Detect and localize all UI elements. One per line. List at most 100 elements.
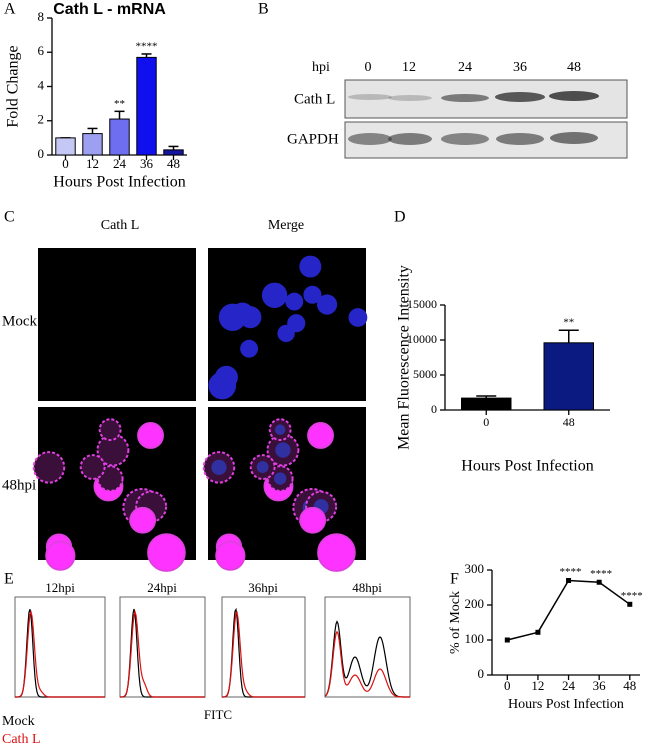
y-tick-label: 5000 — [413, 367, 437, 381]
significance: **** — [590, 568, 612, 580]
cell — [215, 540, 246, 571]
y-axis-label: % of Mock — [448, 591, 463, 654]
flow-title: 12hpi — [45, 580, 75, 595]
panel-label: F — [450, 571, 459, 588]
panel-label: E — [4, 571, 14, 588]
point — [596, 579, 602, 585]
nucleus — [211, 459, 227, 476]
bar — [55, 137, 76, 156]
x-tick-label: 24 — [113, 156, 127, 171]
nucleus — [240, 339, 259, 358]
image-row-label: 48hpi — [2, 477, 36, 493]
x-axis-label: Hours Post Infection — [508, 697, 624, 712]
nucleus — [303, 285, 322, 304]
lane-label: 48 — [567, 60, 581, 75]
flow-curve — [120, 609, 205, 698]
panel-label: B — [258, 1, 269, 18]
flow-curve — [324, 630, 410, 698]
y-tick-label: 6 — [38, 43, 45, 58]
image-column-label: Merge — [268, 218, 304, 233]
y-axis-label: Fold Change — [5, 45, 22, 127]
nucleus — [256, 461, 269, 474]
nucleus — [275, 442, 291, 458]
bar — [543, 342, 594, 411]
lane-label: 24 — [458, 60, 472, 75]
significance: ** — [114, 98, 125, 110]
legend-entry: Mock — [2, 714, 35, 729]
flow-histograms — [14, 596, 411, 698]
cell — [307, 422, 334, 449]
point — [566, 578, 572, 583]
image-row-label: Mock — [2, 313, 37, 329]
cell — [299, 506, 327, 534]
bar — [461, 397, 512, 411]
y-tick-label: 10000 — [407, 332, 437, 346]
blot-bands — [348, 91, 599, 145]
nucleus — [285, 292, 304, 311]
nucleus — [287, 314, 306, 333]
x-tick-label: 0 — [504, 678, 511, 693]
point — [627, 601, 633, 607]
x-tick-label: 0 — [483, 415, 489, 429]
bar — [163, 149, 184, 156]
lane-label: 12 — [402, 60, 416, 75]
x-tick-label: 12 — [531, 678, 544, 693]
y-axis-label: Mean Fluorescence Intensity — [396, 265, 413, 450]
micrograph — [38, 248, 196, 401]
blot-row-label: Cath L — [294, 91, 335, 107]
blot-hpi: hpi — [312, 60, 330, 75]
significance: **** — [621, 590, 643, 602]
chart-title: Cath L - mRNA — [53, 1, 166, 18]
significance: **** — [560, 566, 582, 578]
cell — [45, 540, 76, 571]
flow-title: 24hpi — [147, 580, 177, 595]
cell — [98, 418, 122, 442]
panel-label: C — [4, 209, 15, 226]
lane-label: 36 — [513, 60, 527, 75]
image-column-label: Cath L — [101, 218, 140, 233]
x-tick-label: 0 — [62, 156, 69, 171]
legend-entry: Cath L — [2, 732, 41, 746]
flow-curve — [15, 609, 105, 698]
flow-frame — [324, 596, 411, 698]
significance: ** — [563, 317, 574, 329]
y-tick-label: 200 — [465, 596, 485, 611]
y-tick-label: 0 — [478, 666, 485, 681]
point — [535, 629, 541, 635]
x-tick-label: 48 — [167, 156, 180, 171]
nucleus — [231, 302, 254, 326]
nucleus — [208, 371, 237, 400]
cell — [137, 422, 164, 449]
nucleus — [299, 255, 322, 278]
y-tick-label: 100 — [465, 631, 485, 646]
flow-title: 36hpi — [248, 580, 278, 595]
bar — [136, 56, 157, 156]
cell — [79, 454, 106, 480]
flow-frame — [119, 596, 206, 698]
nucleus — [274, 424, 286, 435]
x-tick-label: 48 — [623, 678, 636, 693]
y-tick-label: 2 — [38, 112, 45, 127]
panel-label: D — [394, 209, 406, 226]
x-tick-label: 36 — [140, 156, 154, 171]
blot-row-label: GAPDH — [287, 131, 339, 147]
bar — [82, 133, 103, 156]
nucleus — [348, 308, 368, 327]
x-tick-label: 12 — [86, 156, 99, 171]
significance: **** — [136, 40, 158, 52]
y-tick-label: 300 — [465, 561, 485, 576]
y-tick-label: 8 — [38, 9, 45, 24]
flow-x-label: FITC — [204, 707, 232, 722]
nucleus — [261, 282, 288, 308]
panel-label: A — [4, 1, 16, 18]
y-tick-label: 4 — [38, 77, 45, 92]
x-tick-label: 36 — [593, 678, 607, 693]
cell — [317, 533, 356, 572]
y-tick-label: 0 — [38, 146, 45, 161]
x-tick-label: 48 — [563, 415, 575, 429]
lane-label: 0 — [365, 60, 372, 75]
cell — [129, 506, 157, 534]
x-axis-label: Hours Post Infection — [53, 174, 185, 191]
flow-curve — [222, 610, 305, 698]
